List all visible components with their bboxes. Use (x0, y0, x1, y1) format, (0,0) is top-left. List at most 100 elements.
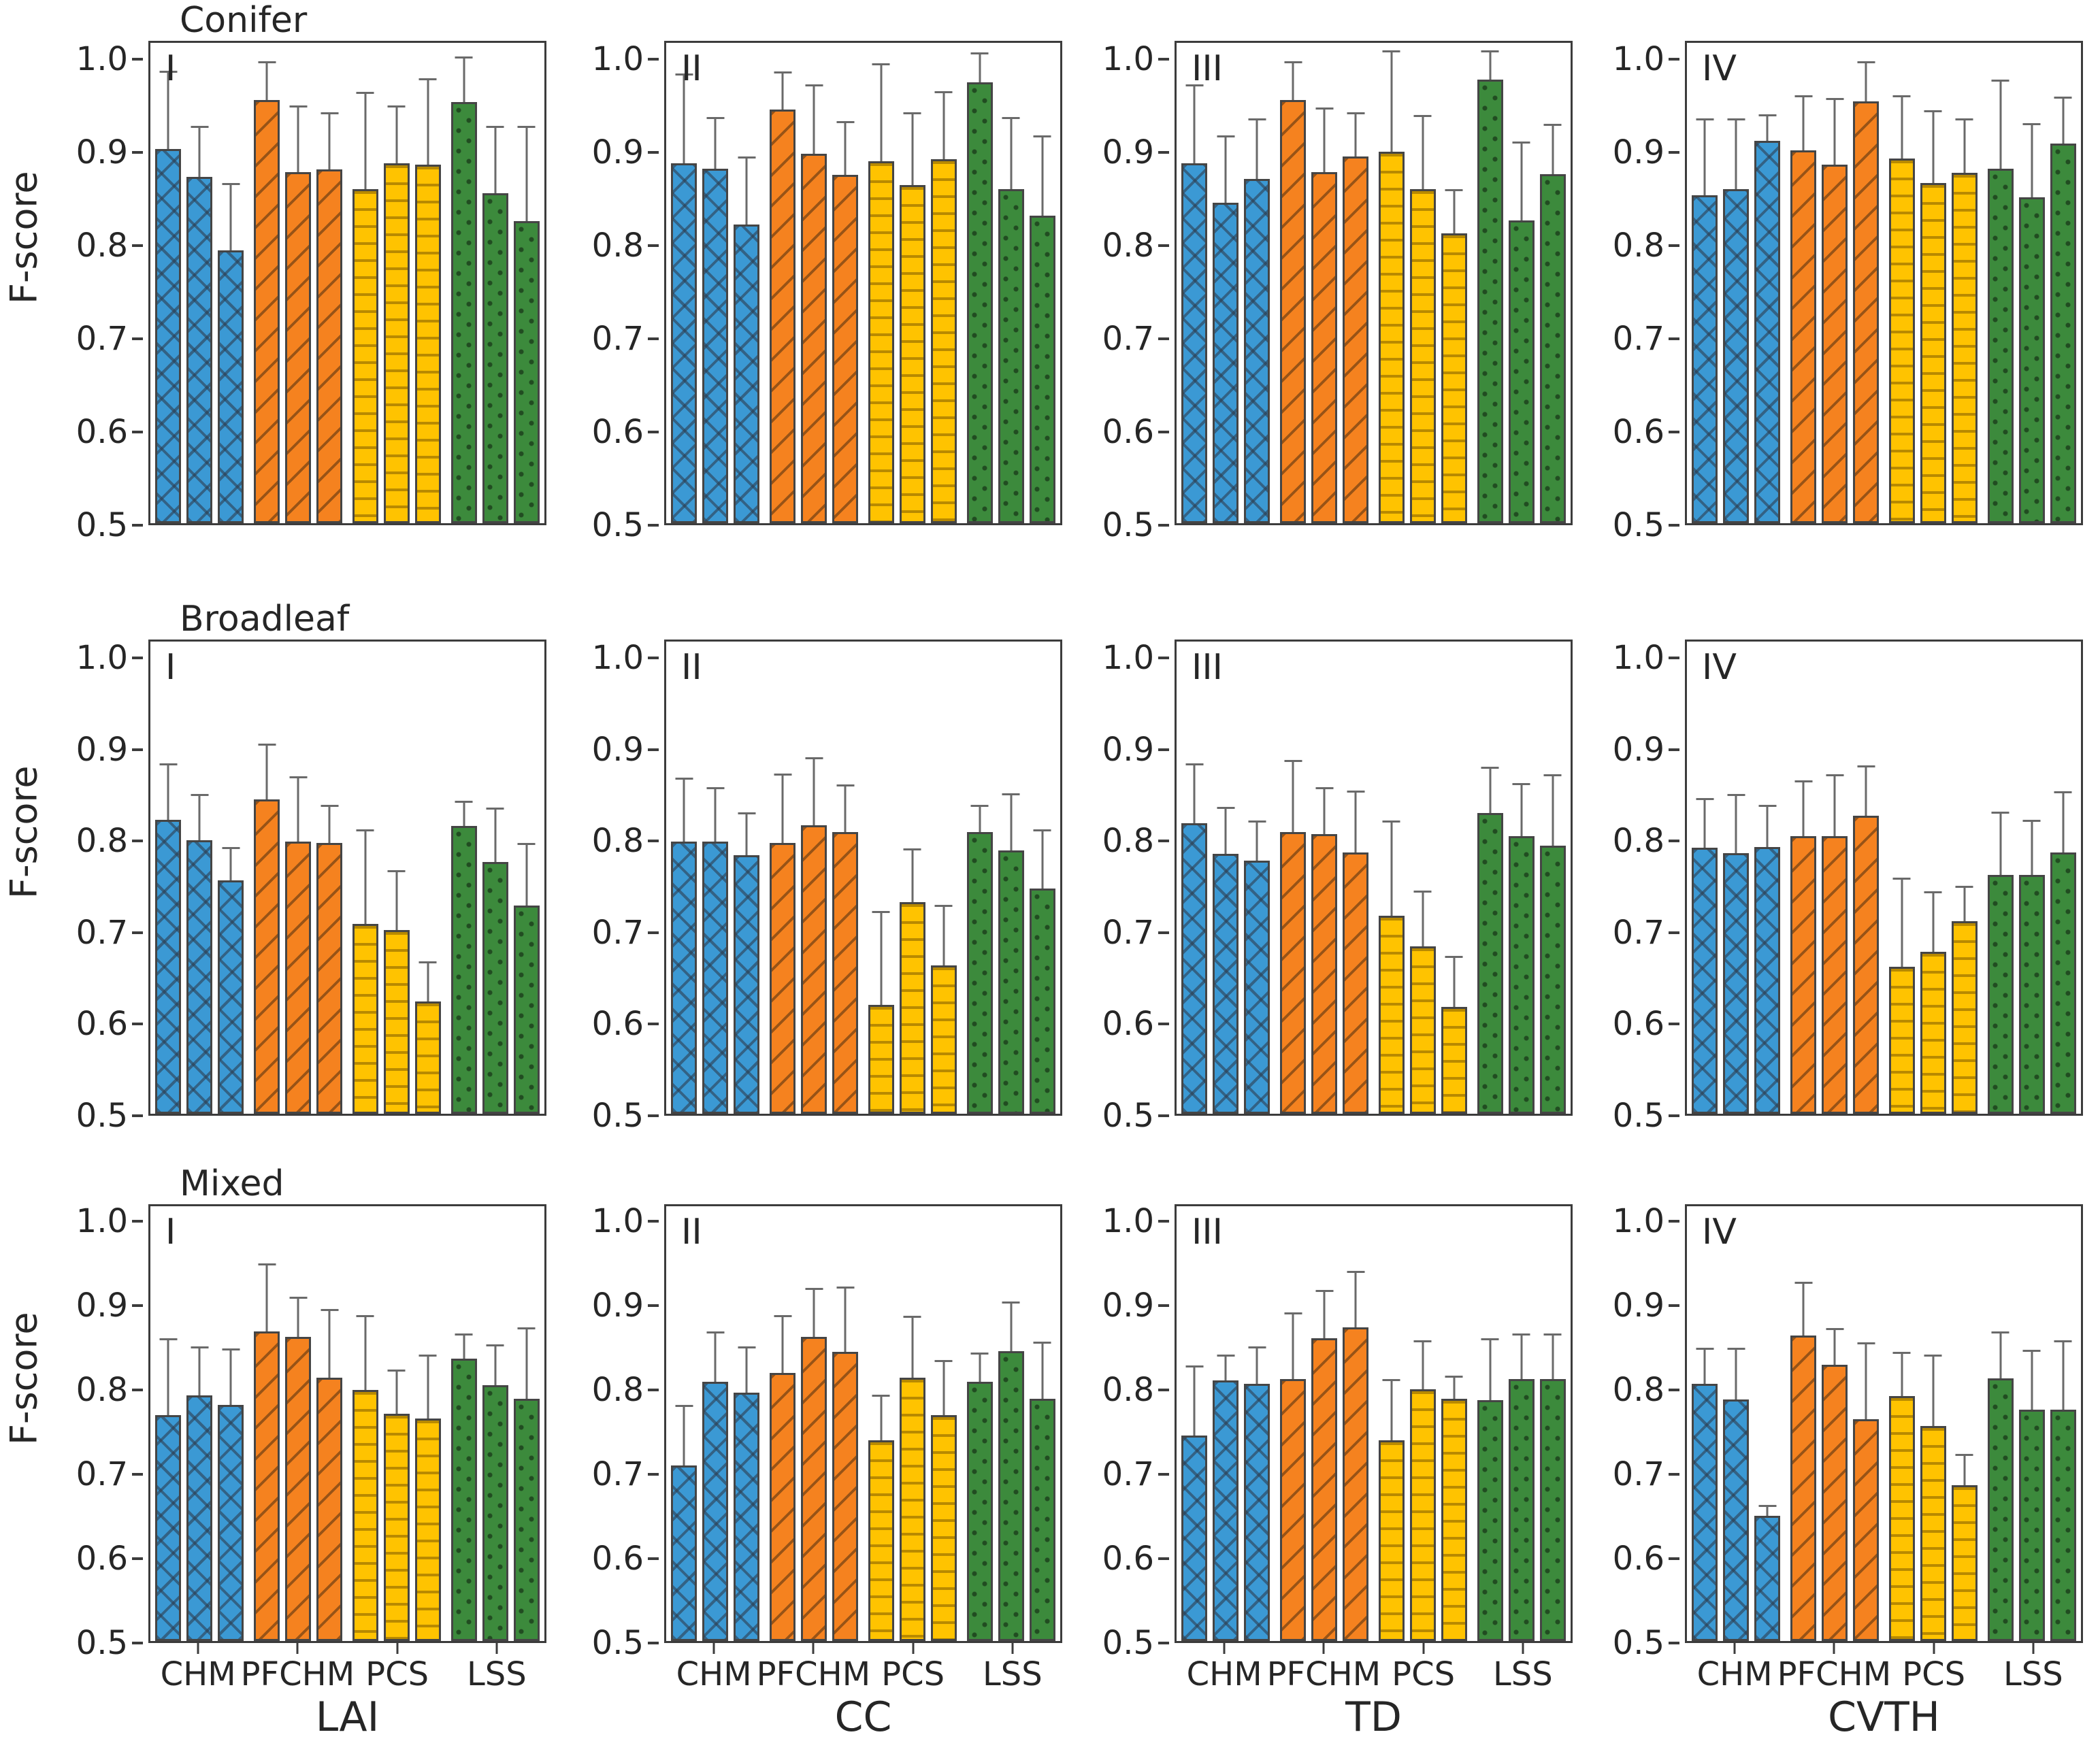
error-whisker (675, 1405, 693, 1465)
y-axis-ticks: 0.5 0.6 0.7 0.8 0.9 1.0 (1074, 640, 1169, 1132)
error-whisker (387, 105, 406, 163)
bar-slot (671, 43, 698, 523)
ytick-mark (648, 524, 659, 527)
bar-lss-2 (2018, 197, 2045, 523)
error-whisker (970, 805, 989, 833)
bar-pfchm-3 (1853, 101, 1880, 523)
bar-group-pfchm (1275, 1206, 1374, 1641)
error-whisker (1413, 890, 1432, 947)
bar-pfchm-1 (1790, 835, 1817, 1114)
bar-slot (383, 642, 410, 1114)
panel-mixed-td: 0.5 0.6 0.7 0.8 0.9 1.0 III CHM PFCHM PCS LSS TD (1074, 1165, 1584, 1741)
ytick-mark (1669, 656, 1679, 659)
bar-lss-1 (1987, 1378, 2014, 1641)
bar-group-chm (666, 1206, 765, 1641)
error-cap (1512, 783, 1530, 786)
ytick-label: 0.6 (1102, 1005, 1154, 1044)
bar-lss-3 (1539, 173, 1566, 523)
error-cap (1248, 1346, 1266, 1349)
bar-group-pcs (1884, 43, 1983, 523)
error-whisker (2022, 819, 2041, 875)
ytick-label: 0.5 (1102, 506, 1154, 544)
bar-slot (930, 642, 957, 1114)
bar-pfchm-1 (1280, 1379, 1307, 1641)
error-cap (1794, 95, 1813, 98)
bar-groups (1687, 1206, 2081, 1641)
bar-slot (832, 1206, 859, 1641)
ytick-mark (648, 151, 659, 154)
error-whisker (934, 1360, 953, 1416)
error-cap (356, 1314, 374, 1317)
error-whisker (872, 911, 890, 1005)
ytick-mark (1158, 524, 1169, 527)
error-whisker (1002, 793, 1020, 850)
xtick-mark (1733, 1643, 1736, 1654)
bar-lss-2 (1508, 220, 1535, 523)
bar-slot (1508, 642, 1535, 1114)
bar-group-chm (1177, 1206, 1275, 1641)
bar-slot (1888, 1206, 1915, 1641)
error-whisker (455, 56, 473, 102)
error-whisker (356, 91, 374, 189)
bar-pcs-2 (1920, 952, 1946, 1114)
error-whisker (321, 1309, 339, 1378)
bar-group-pcs (348, 1206, 446, 1641)
error-cap (1347, 790, 1365, 793)
bar-chm-1 (671, 1465, 698, 1641)
bar-lss-1 (966, 82, 993, 523)
bar-slot (1790, 1206, 1817, 1641)
error-cap (1217, 806, 1235, 809)
ytick-label: 0.6 (591, 413, 644, 452)
bar-group-chm (666, 642, 765, 1114)
bar-pfchm-2 (1822, 165, 1848, 523)
error-cap (1955, 118, 1973, 121)
bar-slot (1378, 1206, 1405, 1641)
error-whisker (1794, 95, 1813, 150)
ytick-label: 1.0 (1102, 40, 1154, 79)
ytick-mark (1158, 1304, 1169, 1307)
plot-wrap: F-score 0.5 0.6 0.7 0.8 0.9 1.0 I (3, 640, 563, 1132)
error-cap (1955, 1453, 1973, 1456)
ytick-mark (1158, 656, 1169, 659)
bar-lss-1 (450, 101, 477, 523)
error-cap (1248, 820, 1266, 823)
panel-broadleaf-cvth: 0.5 0.6 0.7 0.8 0.9 1.0 IV (1584, 600, 2095, 1132)
error-cap (1382, 1379, 1400, 1382)
bar-groups (666, 43, 1060, 523)
bar-slot (702, 43, 729, 523)
bar-slot (186, 642, 213, 1114)
bar-pcs-1 (1888, 1395, 1915, 1641)
error-whisker (517, 843, 536, 906)
bar-slot (1213, 642, 1239, 1114)
bar-pfchm-1 (1790, 150, 1817, 523)
bar-slot (1409, 1206, 1436, 1641)
error-cap (1826, 1328, 1844, 1331)
ytick-mark (1669, 1304, 1679, 1307)
error-cap (387, 1369, 406, 1372)
error-cap (1727, 794, 1745, 797)
bar-lss-2 (2018, 1409, 2045, 1641)
bar-chm-3 (1754, 140, 1781, 523)
bar-lss-3 (1539, 846, 1566, 1114)
error-whisker (738, 1346, 756, 1393)
error-cap (258, 1263, 276, 1265)
ytick-mark (1158, 748, 1169, 751)
error-whisker (517, 1327, 536, 1399)
bar-slot (1951, 642, 1978, 1114)
ytick-mark (1158, 1557, 1169, 1560)
error-cap (903, 848, 921, 851)
ytick-label: 0.8 (1612, 822, 1664, 861)
bar-pfchm-3 (832, 832, 859, 1114)
bar-pfchm-2 (285, 172, 312, 523)
bar-lss-3 (1029, 889, 1055, 1114)
error-whisker (517, 126, 536, 222)
bar-pfchm-3 (1853, 1419, 1880, 1641)
plot-area: III (1175, 41, 1573, 525)
error-cap (486, 126, 504, 129)
error-whisker (1696, 797, 1714, 848)
xtick-label-lss: LSS (983, 1655, 1043, 1693)
bar-pcs-3 (1441, 1006, 1467, 1114)
xtick-label-lss: LSS (467, 1655, 527, 1693)
error-cap (1315, 1289, 1334, 1292)
bar-lss-1 (1477, 1400, 1503, 1641)
